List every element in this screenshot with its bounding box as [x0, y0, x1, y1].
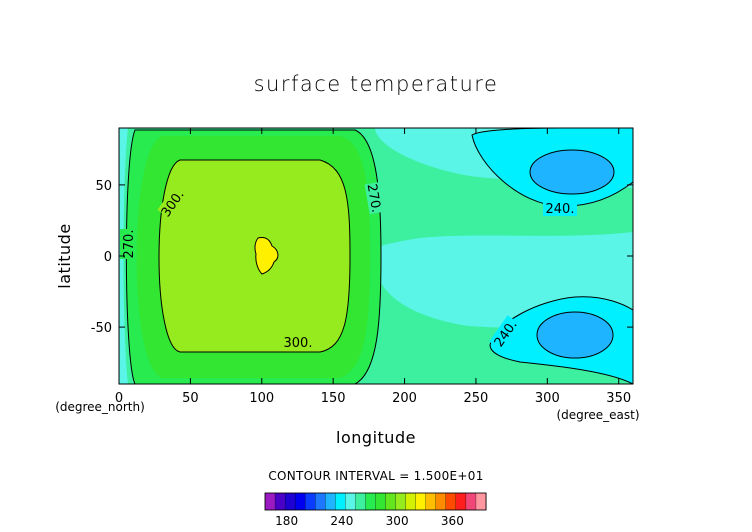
- colorbar-swatch: [415, 492, 427, 511]
- colorbar-swatch: [445, 492, 457, 511]
- colorbar-swatch: [284, 492, 296, 511]
- x-tick-label: 250: [464, 391, 489, 406]
- x-tick-label: 0: [115, 391, 123, 406]
- colorbar-swatch: [305, 492, 316, 511]
- x-axis-unit: (degree_east): [556, 408, 639, 422]
- colorbar-swatch: [395, 492, 407, 511]
- y-axis-ticks: -50 0 50: [91, 179, 633, 336]
- colorbar-swatch: [385, 492, 397, 511]
- x-tick-label: 300: [535, 391, 560, 406]
- x-tick-label: 100: [249, 391, 274, 406]
- contour-label-240-north: 240.: [546, 202, 575, 217]
- contour-line-300: [158, 159, 351, 353]
- contour-line-225-north: [529, 149, 615, 195]
- colorbar-swatch: [264, 492, 276, 511]
- colorbar-swatch: [335, 492, 346, 511]
- x-tick-label: 150: [321, 391, 346, 406]
- colorbar-swatch: [425, 492, 437, 511]
- colorbar-swatch: [475, 492, 487, 511]
- colorbar-swatch: [325, 492, 336, 511]
- colorbar-swatch: [375, 492, 387, 511]
- x-axis-ticks: 0 50 100 150 200 250 300 350: [115, 128, 631, 406]
- colorbar-tick-label: 180: [275, 514, 298, 528]
- y-axis-label: latitude: [55, 223, 74, 288]
- colorbar-swatch: [405, 492, 417, 511]
- colorbar-tick-label: 240: [330, 514, 353, 528]
- colorbar-swatch: [435, 492, 447, 511]
- colorbar: [264, 492, 487, 511]
- y-axis-unit: (degree_north): [55, 400, 145, 414]
- colorbar-frame: [264, 492, 487, 511]
- colorbar-tick-labels: 180 240 300 360: [275, 514, 464, 528]
- band-below-225-north: [530, 150, 614, 194]
- colorbar-tick-label: 300: [386, 514, 409, 528]
- y-tick-label: 50: [95, 179, 112, 194]
- x-tick-label: 350: [606, 391, 631, 406]
- colorbar-swatch: [365, 492, 377, 511]
- colorbar-swatch: [345, 492, 356, 511]
- contour-line-315: [254, 237, 279, 275]
- x-tick-label: 200: [392, 391, 417, 406]
- contour-line-225-south: [536, 311, 614, 359]
- plot-area: 300. 300. 270. 270. 240. 240.: [119, 128, 633, 384]
- contour-line-240-south: [489, 296, 633, 384]
- chart-title: surface temperature: [254, 72, 499, 96]
- y-tick-label: -50: [91, 321, 112, 336]
- y-tick-label: 0: [104, 250, 112, 265]
- band-300-315: [159, 160, 350, 352]
- colorbar-swatch: [455, 492, 467, 511]
- band-below-225-south: [537, 312, 613, 358]
- colorbar-tick-label: 360: [441, 514, 464, 528]
- contour-label-270-left: 270.: [122, 230, 137, 259]
- colorbar-swatch: [355, 492, 367, 511]
- colorbar-swatch: [274, 492, 286, 511]
- contour-interval-text: CONTOUR INTERVAL = 1.500E+01: [268, 469, 483, 483]
- contour-line-240-north: [471, 128, 633, 207]
- contour-label-300-bottom: 300.: [284, 336, 313, 351]
- colorbar-swatch: [294, 492, 306, 511]
- contour-label-270-right: 270.: [364, 183, 384, 214]
- colorbar-swatch: [315, 492, 326, 511]
- x-axis-label: longitude: [336, 428, 416, 447]
- x-tick-label: 50: [182, 391, 199, 406]
- colorbar-swatch: [465, 492, 477, 511]
